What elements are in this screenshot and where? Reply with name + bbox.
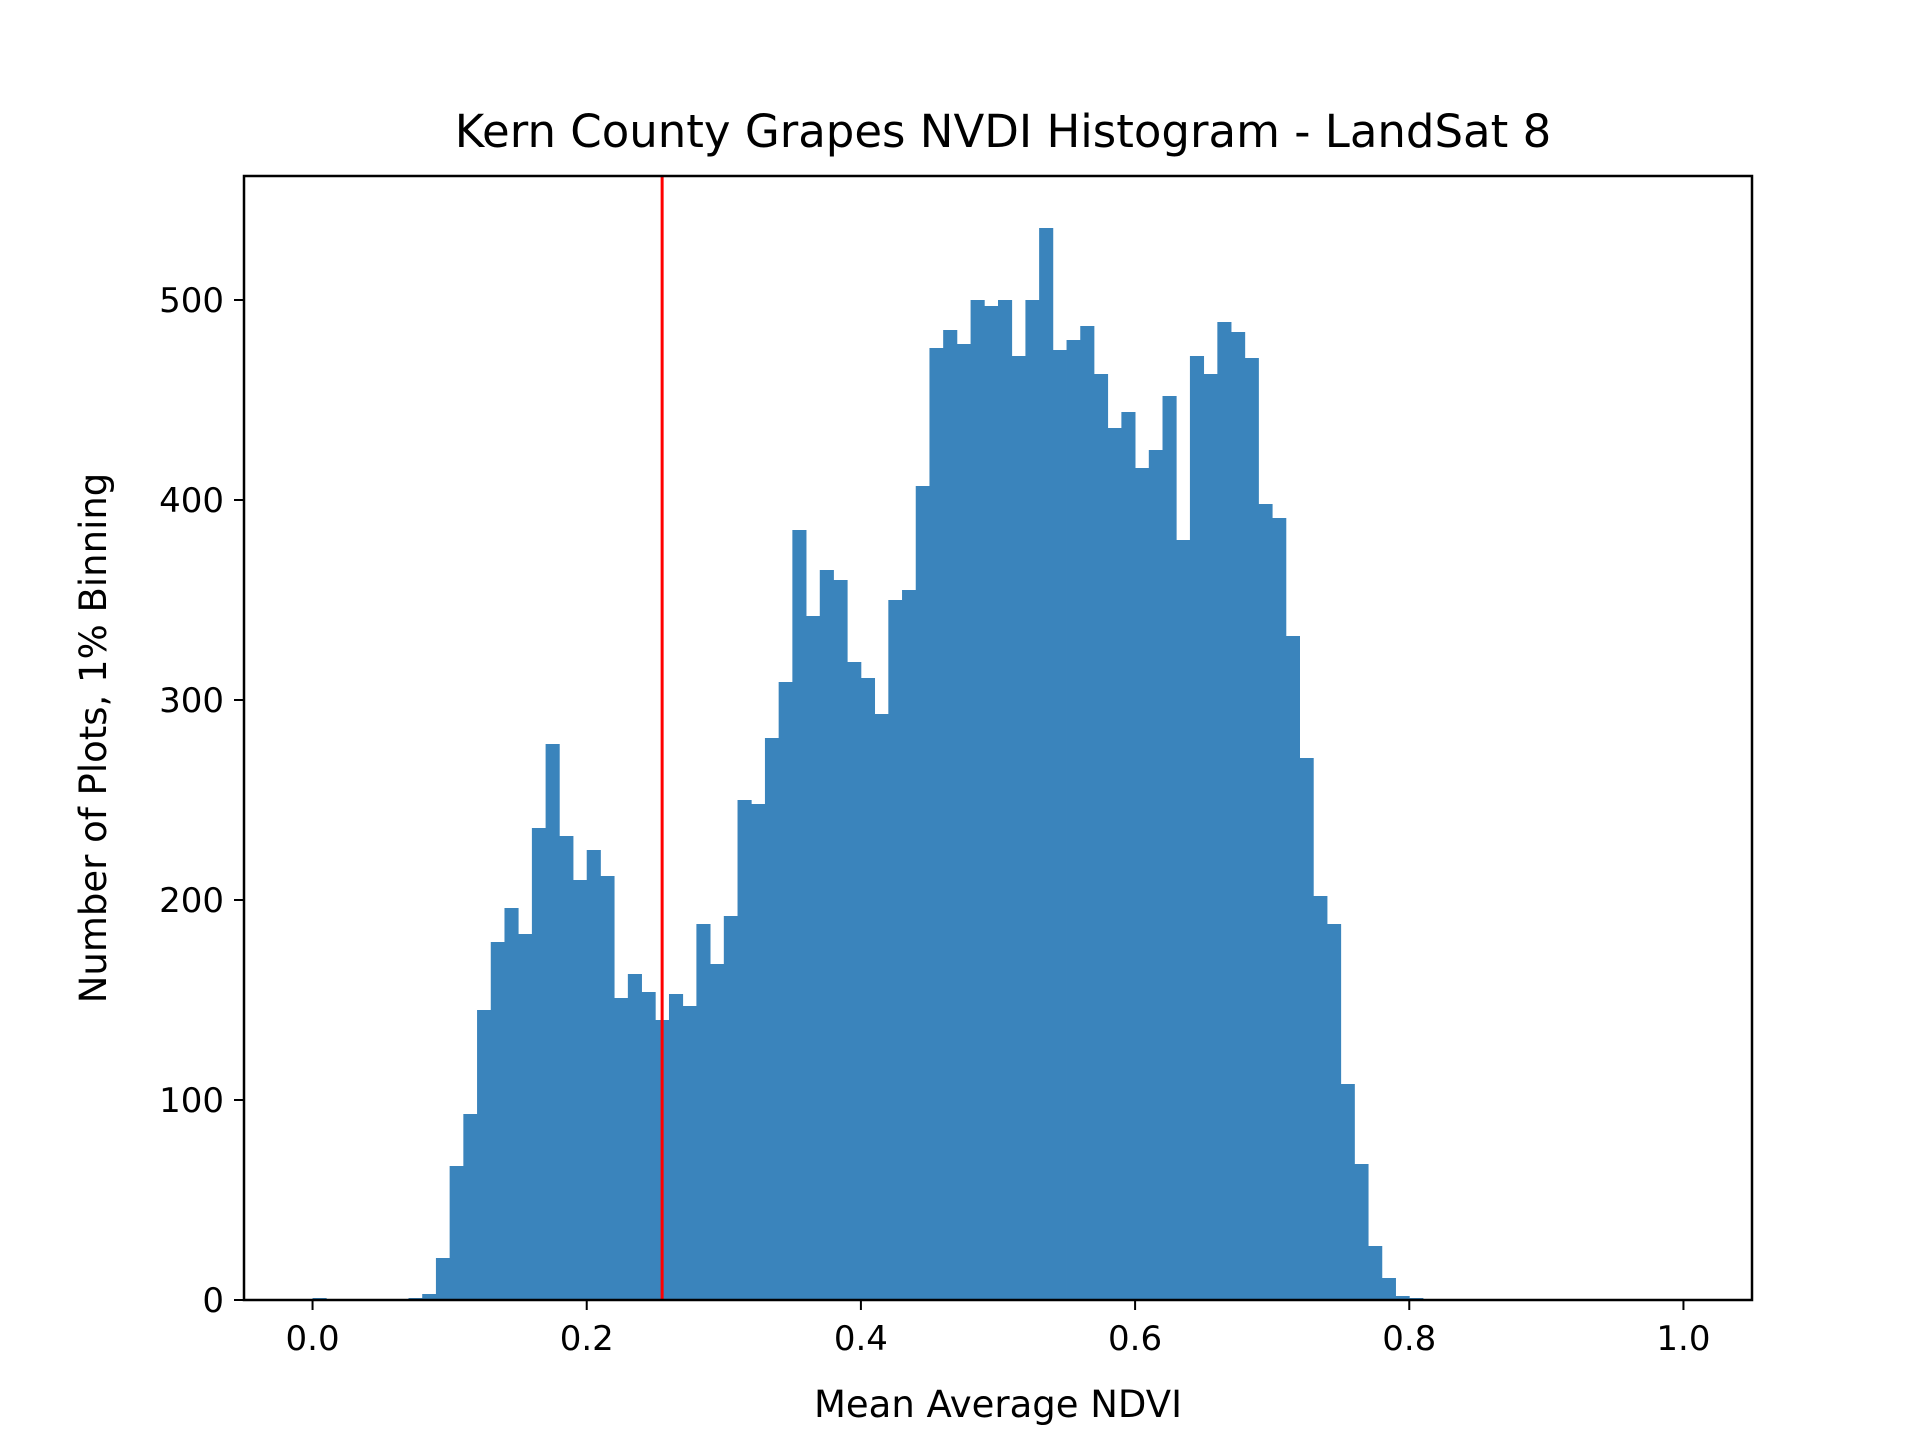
- x-tick-label: 0.4: [834, 1319, 888, 1359]
- histogram-bar: [573, 880, 588, 1300]
- histogram-bar: [1052, 350, 1067, 1300]
- histogram-bar: [641, 992, 656, 1300]
- histogram-bar: [860, 678, 876, 1300]
- histogram-bar: [668, 994, 684, 1300]
- y-tick-label: 200: [159, 881, 224, 921]
- histogram-bar: [1011, 356, 1026, 1300]
- histogram-bar: [970, 300, 985, 1300]
- histogram-bar: [1025, 300, 1040, 1300]
- histogram-bar: [627, 974, 642, 1300]
- x-tick-label: 0.6: [1108, 1319, 1162, 1359]
- histogram-bar: [751, 804, 766, 1300]
- histogram-bar: [1381, 1278, 1396, 1300]
- histogram-bar: [847, 662, 862, 1300]
- y-axis-title: Number of Plots, 1% Binning: [72, 473, 115, 1004]
- histogram-bar: [1231, 332, 1246, 1300]
- histogram-bar: [586, 850, 601, 1300]
- histogram-bar: [1135, 468, 1150, 1300]
- histogram-bar: [1148, 450, 1163, 1300]
- y-tick-label: 100: [159, 1081, 224, 1121]
- histogram-bar: [1258, 504, 1273, 1300]
- histogram-bar: [545, 744, 560, 1300]
- histogram-bar: [1039, 228, 1054, 1300]
- histogram-bar: [1340, 1084, 1355, 1300]
- histogram-bar: [1327, 924, 1342, 1300]
- histogram-bar: [1203, 374, 1218, 1300]
- histogram-bar: [1299, 758, 1314, 1300]
- histogram-bar: [1107, 428, 1122, 1300]
- histogram-bar: [490, 942, 505, 1300]
- histogram-bars: [312, 228, 1424, 1300]
- histogram-bar: [1313, 896, 1328, 1300]
- x-tick-label: 0.8: [1382, 1319, 1436, 1359]
- x-axis-title: Mean Average NDVI: [814, 1383, 1182, 1426]
- histogram-bar: [737, 800, 752, 1300]
- histogram-bar: [710, 964, 725, 1300]
- y-tick-label: 300: [159, 681, 224, 721]
- histogram-bar: [1066, 340, 1081, 1300]
- y-axis-ticks: 0 100 200 300 400 500: [159, 281, 244, 1321]
- histogram-bar: [1272, 518, 1287, 1300]
- histogram-bar: [600, 876, 615, 1300]
- histogram-bar: [902, 590, 917, 1300]
- x-axis-ticks: 0.0 0.2 0.4 0.6 0.8 1.0: [286, 1300, 1710, 1359]
- histogram-bar: [614, 998, 629, 1300]
- histogram-bar: [764, 738, 780, 1300]
- histogram-bar: [1285, 636, 1300, 1300]
- y-tick-label: 0: [202, 1281, 224, 1321]
- chart-title: Kern County Grapes NVDI Histogram - Land…: [455, 105, 1551, 158]
- histogram-bar: [1354, 1164, 1369, 1300]
- histogram-bar: [806, 616, 821, 1300]
- histogram-bar: [929, 348, 944, 1300]
- histogram-bar: [778, 682, 793, 1300]
- histogram-bar: [435, 1258, 451, 1300]
- histogram-bar: [449, 1166, 464, 1300]
- histogram-bar: [422, 1294, 437, 1300]
- histogram-bar: [504, 908, 519, 1300]
- histogram-bar: [1244, 358, 1259, 1300]
- histogram-bar: [998, 300, 1013, 1300]
- histogram-bar: [956, 344, 971, 1300]
- histogram-bar: [531, 828, 546, 1300]
- histogram-bar: [874, 714, 889, 1300]
- histogram-bar: [1368, 1246, 1383, 1300]
- histogram-bar: [1121, 412, 1136, 1300]
- histogram-bar: [943, 330, 958, 1300]
- plot-frame: [242, 174, 1754, 1302]
- histogram-bar: [888, 600, 903, 1300]
- histogram-bar: [1217, 322, 1232, 1300]
- histogram-bar: [984, 306, 999, 1300]
- y-tick-label: 400: [159, 481, 224, 521]
- histogram-bar: [463, 1114, 478, 1300]
- histogram-bar: [1395, 1296, 1410, 1300]
- histogram-bar: [1162, 396, 1177, 1300]
- histogram-bar: [1176, 540, 1191, 1300]
- histogram-bar: [559, 836, 574, 1300]
- x-tick-label: 0.2: [560, 1319, 614, 1359]
- histogram-bar: [696, 924, 711, 1300]
- x-tick-label: 1.0: [1656, 1319, 1710, 1359]
- histogram-bar: [1080, 326, 1095, 1300]
- histogram-bar: [723, 916, 738, 1300]
- x-tick-label: 0.0: [286, 1319, 340, 1359]
- histogram-bar: [915, 486, 930, 1300]
- y-tick-label: 500: [159, 281, 224, 321]
- histogram-bar: [518, 934, 533, 1300]
- histogram-bar: [682, 1006, 697, 1300]
- histogram-bar: [1093, 374, 1109, 1300]
- histogram-bar: [833, 580, 848, 1300]
- histogram-bar: [1189, 356, 1205, 1300]
- histogram-bar: [819, 570, 834, 1300]
- histogram-bar: [792, 530, 807, 1300]
- histogram-bar: [477, 1010, 492, 1300]
